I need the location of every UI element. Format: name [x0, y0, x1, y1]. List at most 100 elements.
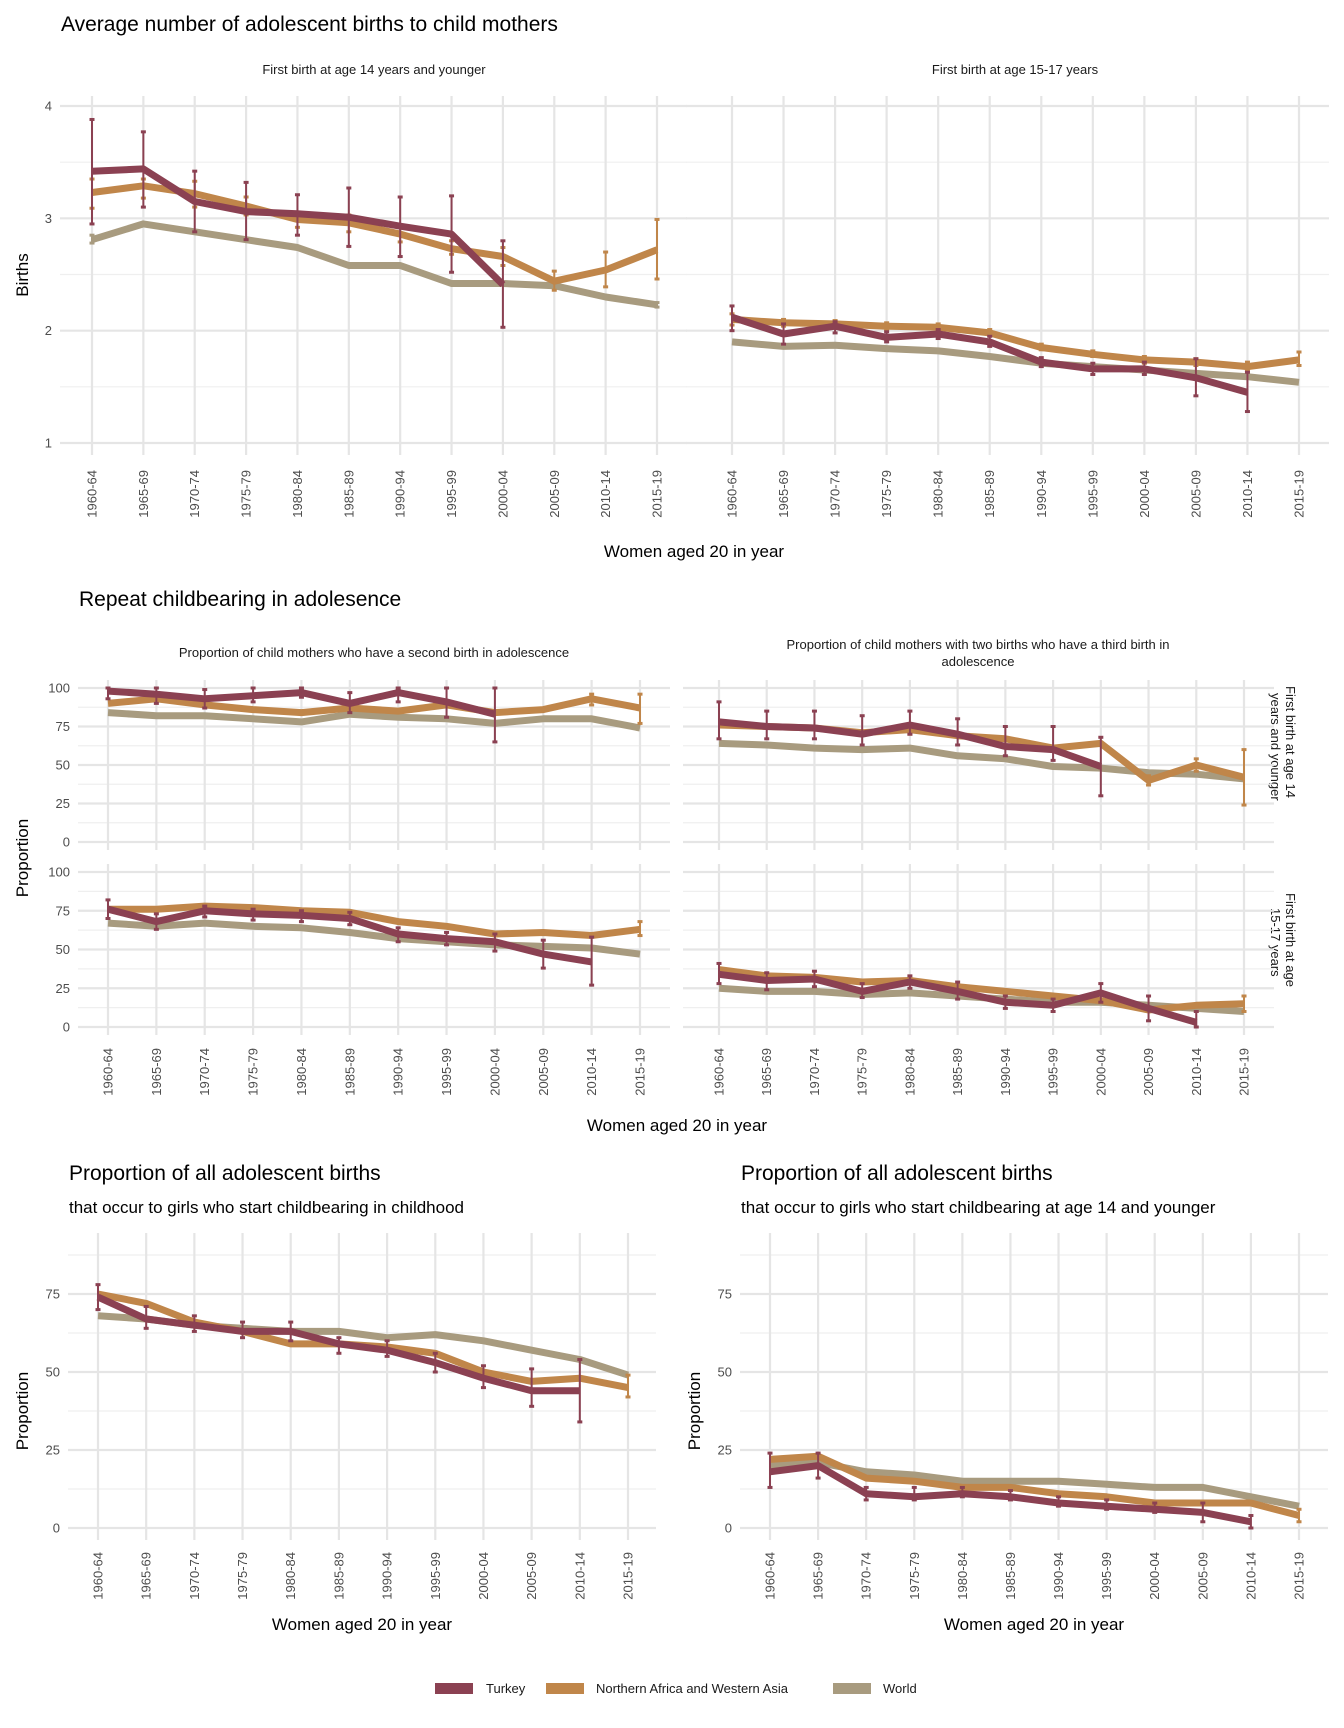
- legend-label-nawa: Northern Africa and Western Asia: [596, 1681, 789, 1696]
- row-strip-14-line1: First birth at age 14: [1283, 686, 1298, 798]
- x-axis-label-3b: Women aged 20 in year: [944, 1615, 1125, 1634]
- y-tick-label: 50: [718, 1365, 732, 1380]
- x-tick-label: 1965-69: [759, 1048, 774, 1096]
- panel-avg-births-15-17: 1960-64 1965-69 1970-74 1975-79 1980-84 1985-…: [686, 96, 1329, 518]
- x-tick-label: 2010-14: [584, 1048, 599, 1096]
- x-axis-label-2: Women aged 20 in year: [587, 1116, 768, 1135]
- series-line-northern-africa-and-western-asia: [718, 721, 1245, 784]
- series-line-northern-africa-and-western-asia: [107, 695, 641, 717]
- panel-share-childhood: 0 25 50 75 1960-64 1965-69 1970-74 1975-79 1980-…: [46, 1233, 656, 1600]
- x-tick-label: 1985-89: [342, 1048, 357, 1096]
- x-tick-label: 1980-84: [931, 470, 946, 518]
- y-tick-label: 25: [56, 981, 70, 996]
- x-tick-label: 2000-04: [1137, 470, 1152, 518]
- row-strip-15-17-line2: 15-17 years: [1268, 908, 1283, 977]
- y-axis-label-proportion-3a: Proportion: [13, 1372, 32, 1450]
- x-tick-label: 2015-19: [621, 1552, 636, 1600]
- y-tick-label: 0: [725, 1521, 732, 1536]
- series-line-world: [107, 709, 641, 732]
- x-tick-label: 1995-99: [428, 1552, 443, 1600]
- legend-label-world: World: [883, 1681, 917, 1696]
- x-tick-label: 1975-79: [246, 1048, 261, 1096]
- x-tick-label: 2005-09: [1188, 470, 1203, 518]
- y-tick-label: 1: [45, 436, 52, 451]
- x-tick-label: 1995-99: [1046, 1048, 1061, 1096]
- y-tick-label: 4: [45, 99, 52, 114]
- x-tick-label: 1975-79: [235, 1552, 250, 1600]
- x-tick-label: 1990-94: [1051, 1552, 1066, 1600]
- y-tick-label: 0: [63, 835, 70, 850]
- x-tick-label: 1960-64: [85, 470, 100, 518]
- x-tick-label: 1965-69: [776, 470, 791, 518]
- x-tick-label: 2015-19: [633, 1048, 648, 1096]
- y-tick-label: 25: [46, 1443, 60, 1458]
- x-tick-label: 2015-19: [1292, 470, 1307, 518]
- section-title-share-childhood: Proportion of all adolescent births: [69, 1162, 381, 1185]
- x-tick-label: 1985-89: [950, 1048, 965, 1096]
- x-tick-label: 1975-79: [907, 1552, 922, 1600]
- y-tick-label: 75: [718, 1287, 732, 1302]
- section-title-repeat-childbearing: Repeat childbearing in adolesence: [79, 588, 401, 611]
- x-tick-label: 1960-64: [712, 1048, 727, 1096]
- facet-title-14-younger: First birth at age 14 years and younger: [262, 62, 486, 77]
- series-line-northern-africa-and-western-asia: [108, 902, 641, 939]
- y-axis-label-proportion-3b: Proportion: [685, 1372, 704, 1450]
- legend-item-turkey[interactable]: Turkey: [435, 1681, 526, 1696]
- x-tick-label: 1970-74: [807, 1048, 822, 1096]
- legend-item-world[interactable]: World: [833, 1681, 917, 1696]
- y-tick-label: 0: [53, 1521, 60, 1536]
- y-tick-label: 2: [45, 323, 52, 338]
- x-tick-label: 1970-74: [187, 470, 202, 518]
- panel-avg-births-14: 1 2 3 4 1960-64 1965-69 1970-74 1975-79 1980-84 1…: [45, 96, 687, 518]
- x-tick-label: 1990-94: [380, 1552, 395, 1600]
- y-tick-label: 3: [45, 211, 52, 226]
- series-line-northern-africa-and-western-asia: [97, 1290, 629, 1392]
- x-tick-label: 1980-84: [283, 1552, 298, 1600]
- y-tick-label: 75: [46, 1287, 60, 1302]
- x-tick-label: 1975-79: [239, 470, 254, 518]
- x-tick-label: 1995-99: [439, 1048, 454, 1096]
- facet-title-second-birth: Proportion of child mothers who have a s…: [179, 645, 569, 660]
- x-tick-label: 1960-64: [91, 1552, 106, 1600]
- x-tick-label: 1975-79: [855, 1048, 870, 1096]
- x-tick-label: 1985-89: [982, 470, 997, 518]
- x-tick-label: 1970-74: [828, 470, 843, 518]
- y-tick-label: 100: [48, 865, 70, 880]
- section-title-share-14: Proportion of all adolescent births: [741, 1162, 1053, 1185]
- legend-swatch-nawa: [546, 1683, 584, 1694]
- x-tick-label: 1995-99: [1085, 470, 1100, 518]
- series-line-world: [718, 739, 1245, 783]
- legend-item-nawa[interactable]: Northern Africa and Western Asia: [546, 1681, 789, 1696]
- y-tick-label: 50: [56, 758, 70, 773]
- x-tick-label: 2000-04: [495, 470, 510, 518]
- x-tick-label: 1990-94: [998, 1048, 1013, 1096]
- x-tick-label: 1965-69: [149, 1048, 164, 1096]
- x-tick-label: 2005-09: [1141, 1048, 1156, 1096]
- x-tick-label: 2000-04: [487, 1048, 502, 1096]
- panel-second-birth-15-17: 0 25 50 75 100 1960-64 1965-69 1970-74 1975-79 19…: [48, 864, 670, 1096]
- y-axis-label-births: Births: [13, 253, 32, 296]
- row-strip-15-17-line1: First birth at age: [1283, 893, 1298, 987]
- x-tick-label: 2000-04: [476, 1552, 491, 1600]
- panel-third-birth-14: [683, 680, 1274, 850]
- y-tick-label: 0: [63, 1020, 70, 1035]
- series-line-world: [107, 919, 641, 958]
- y-axis-label-proportion-2: Proportion: [13, 819, 32, 897]
- legend-swatch-turkey: [435, 1683, 473, 1694]
- x-tick-label: 1985-89: [1003, 1552, 1018, 1600]
- x-tick-label: 1965-69: [139, 1552, 154, 1600]
- x-tick-label: 1980-84: [902, 1048, 917, 1096]
- x-tick-label: 2015-19: [650, 470, 665, 518]
- series-line-world: [769, 1459, 1300, 1510]
- y-tick-label: 50: [46, 1365, 60, 1380]
- x-tick-label: 1980-84: [290, 470, 305, 518]
- series-line-world: [90, 220, 658, 309]
- y-tick-label: 25: [718, 1443, 732, 1458]
- x-tick-label: 1960-64: [725, 470, 740, 518]
- x-tick-label: 2015-19: [1237, 1048, 1252, 1096]
- x-tick-label: 1965-69: [136, 470, 151, 518]
- x-tick-label: 1970-74: [197, 1048, 212, 1096]
- x-tick-label: 2000-04: [1147, 1552, 1162, 1600]
- legend-label-turkey: Turkey: [486, 1681, 526, 1696]
